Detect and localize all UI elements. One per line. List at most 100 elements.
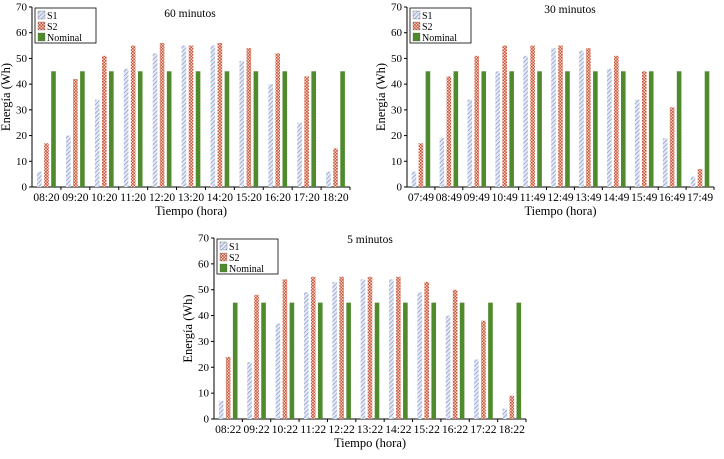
- x-tick-label: 18:22: [499, 424, 525, 436]
- bar-s2: [73, 79, 78, 187]
- bar-s1: [417, 292, 423, 419]
- x-tick-label: 17:20: [294, 192, 320, 204]
- legend-swatch-s2: [412, 21, 421, 31]
- x-tick-label: 08:20: [33, 192, 59, 204]
- legend-box: [34, 7, 97, 44]
- x-tick-label: 12:22: [329, 424, 355, 436]
- legend-swatch-nominal: [37, 32, 46, 42]
- chart-title: 5 minutos: [347, 234, 393, 246]
- bar-nominal: [311, 71, 316, 187]
- x-tick-label: 13:49: [575, 192, 601, 204]
- bar-s1: [467, 99, 473, 187]
- bar-s2: [446, 76, 452, 187]
- bar-s2: [282, 279, 288, 419]
- bar-nominal: [403, 302, 408, 419]
- x-tick-label: 16:20: [265, 192, 291, 204]
- bar-nominal: [282, 71, 288, 187]
- bar-nominal: [431, 302, 437, 419]
- legend-swatch-s1: [219, 241, 228, 251]
- bar-s1: [66, 135, 71, 187]
- x-tick-label: 15:49: [631, 192, 657, 204]
- bar-s1: [275, 323, 281, 419]
- bar-nominal: [425, 71, 431, 187]
- bar-s1: [210, 45, 216, 188]
- legend-swatch-nominal: [219, 263, 228, 273]
- legend-swatch-s2: [219, 252, 228, 262]
- x-tick-label: 14:20: [207, 192, 233, 204]
- y-tick-label: 70: [391, 2, 403, 14]
- legend-label: Nominal: [422, 33, 457, 44]
- legend-label: Nominal: [229, 264, 264, 275]
- bar-s2: [101, 55, 107, 187]
- bar-nominal: [195, 71, 201, 187]
- bar-s1: [634, 99, 640, 187]
- legend-box: [216, 238, 279, 275]
- legend-swatch-s2: [37, 21, 46, 31]
- x-axis-label: Tiempo (hora): [155, 204, 227, 218]
- bar-s2: [246, 48, 252, 188]
- bar-nominal: [565, 71, 570, 187]
- legend-label: S2: [47, 22, 58, 33]
- bar-s2: [424, 281, 430, 419]
- bar-nominal: [459, 302, 465, 419]
- y-tick-label: 30: [198, 336, 210, 348]
- bar-nominal: [676, 71, 682, 187]
- x-tick-label: 16:22: [442, 424, 468, 436]
- bar-s1: [37, 171, 42, 187]
- legend-label: S1: [229, 242, 240, 253]
- x-axis-label: Tiempo (hora): [334, 436, 406, 450]
- y-axis-label: Energía (Wh): [0, 63, 13, 131]
- y-tick-label: 20: [391, 130, 403, 142]
- bar-s1: [326, 171, 331, 187]
- bar-s1: [389, 279, 394, 419]
- chart-panel-1: 0 10 20 30 40 50 60 70 08:20 09:20 10:20 11:20 12:20…: [0, 2, 351, 218]
- bar-nominal: [253, 71, 259, 187]
- bar-s2: [669, 107, 675, 187]
- bar-nominal: [516, 302, 522, 419]
- bar-nominal: [374, 302, 380, 419]
- bar-s2: [418, 143, 424, 187]
- bar-nominal: [340, 71, 345, 187]
- bar-s1: [445, 315, 451, 419]
- bar-s1: [332, 281, 337, 419]
- y-tick-label: 50: [391, 53, 403, 65]
- x-tick-label: 08:49: [436, 192, 462, 204]
- x-tick-label: 13:20: [178, 192, 204, 204]
- x-tick-label: 10:22: [272, 424, 298, 436]
- bar-s2: [339, 276, 344, 419]
- x-tick-label: 16:49: [659, 192, 685, 204]
- bar-s2: [502, 45, 507, 188]
- legend-swatch-s1: [37, 10, 46, 20]
- bar-s1: [360, 279, 366, 419]
- y-tick-label: 50: [198, 284, 210, 296]
- bar-s2: [275, 53, 281, 188]
- bar-s1: [551, 48, 556, 188]
- bar-s1: [303, 292, 309, 419]
- bar-s1: [152, 53, 158, 188]
- x-tick-label: 09:22: [243, 424, 269, 436]
- bar-s2: [188, 45, 194, 188]
- x-tick-label: 18:20: [322, 192, 348, 204]
- legend-swatch-s1: [412, 10, 421, 20]
- bar-s1: [247, 362, 252, 419]
- bar-nominal: [80, 71, 85, 187]
- bar-s2: [217, 43, 223, 187]
- bar-nominal: [289, 302, 295, 419]
- bar-s1: [523, 55, 528, 187]
- bar-s1: [579, 50, 584, 187]
- y-tick-label: 10: [391, 156, 403, 168]
- chart-panel-3: 0 10 20 30 40 50 60 70 08:22 09:22 10:22 11:22 12:22…: [181, 233, 527, 450]
- bar-s1: [690, 176, 696, 187]
- legend-label: S2: [229, 253, 240, 264]
- x-tick-label: 14:49: [603, 192, 629, 204]
- bar-nominal: [51, 71, 56, 187]
- bar-nominal: [453, 71, 459, 187]
- x-tick-label: 07:49: [408, 192, 434, 204]
- y-tick-label: 70: [198, 233, 210, 245]
- bar-s1: [297, 122, 302, 187]
- x-tick-label: 10:49: [492, 192, 518, 204]
- x-tick-label: 13:22: [357, 424, 383, 436]
- legend-label: Nominal: [47, 33, 82, 44]
- bar-s2: [225, 356, 231, 419]
